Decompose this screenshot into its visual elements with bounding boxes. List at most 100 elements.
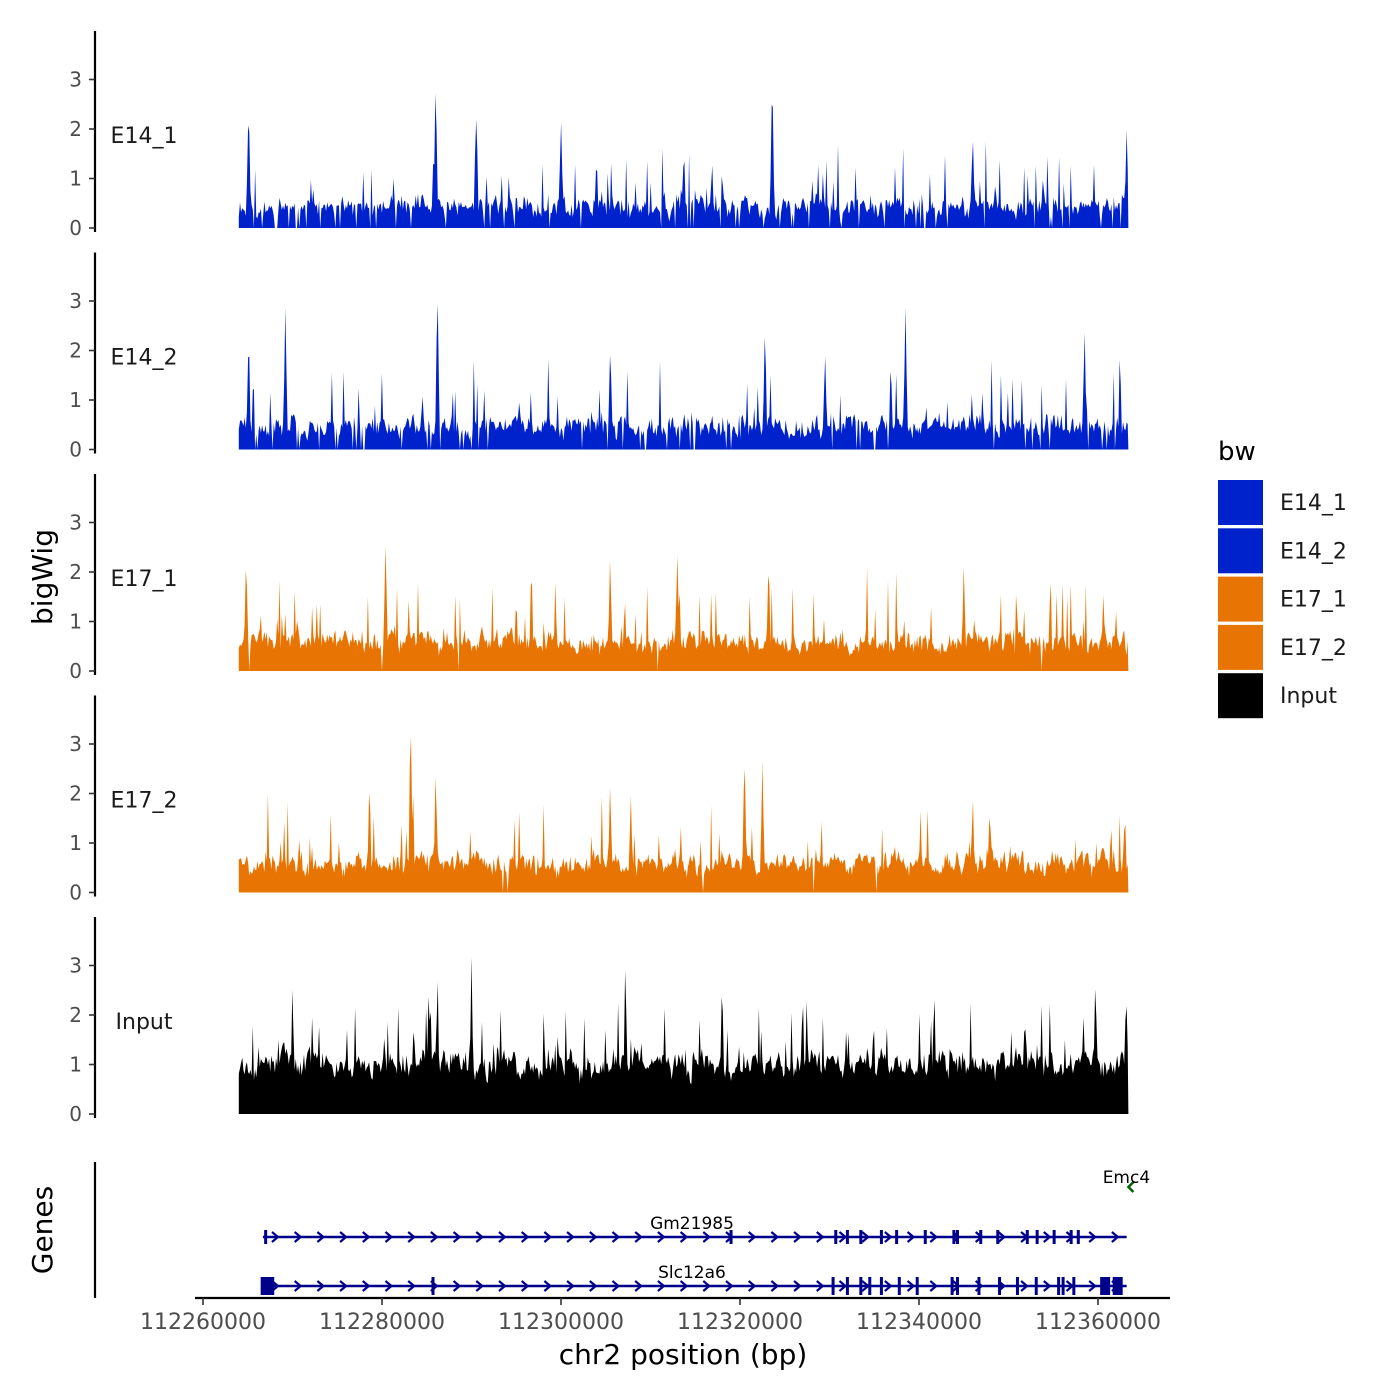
exon [979,1230,983,1244]
legend-swatch [1218,480,1263,525]
y-tick-label: 3 [69,289,82,313]
x-tick-label: 112300000 [498,1310,624,1335]
gene-label: Gm21985 [650,1214,734,1234]
strand-arrow [657,1231,666,1243]
x-tick-label: 112340000 [856,1310,982,1335]
strand-arrow [838,1231,848,1243]
strand-arrow [679,1280,689,1292]
y-tick-label: 0 [69,438,82,462]
legend-label: E14_2 [1280,539,1347,564]
strand-arrow [816,1231,825,1243]
strand-arrow [657,1280,666,1292]
strand-arrow [1126,1181,1135,1193]
exon [998,1277,1002,1295]
strand-arrow [589,1280,598,1292]
strand-arrow [1111,1231,1120,1243]
exon [868,1277,872,1295]
strand-arrow [997,1231,1007,1243]
signal-tracks: 0 1 2 3 E14_1 0 1 2 3 E14_2 0 1 2 3 E17_1 0 1 2 3 E17_2 0 1 2 3… [69,31,1129,1126]
strand-arrow [475,1280,484,1292]
strand-arrow [271,1231,280,1243]
y-tick-label: 3 [69,732,82,756]
x-tick-label: 112360000 [1035,1310,1161,1335]
y-tick-label: 1 [69,610,82,634]
exon [977,1277,981,1295]
strand-arrow [475,1231,484,1243]
strand-arrow [452,1231,462,1243]
strand-arrow [861,1280,870,1292]
exon [1100,1277,1111,1295]
y-tick-label: 3 [69,68,82,92]
x-tick-label: 112260000 [140,1310,266,1335]
y-tick-label: 2 [69,117,82,141]
strand-arrow [611,1231,621,1243]
strand-arrow [384,1231,394,1243]
exon [859,1277,863,1295]
strand-arrow [884,1231,893,1243]
legend-label: Input [1280,684,1337,709]
legend-label: E17_2 [1280,636,1347,661]
exon [915,1277,919,1295]
strand-arrow [407,1231,416,1243]
gene-gm21985: Gm21985 [262,1214,1127,1244]
y-tick-label: 0 [69,659,82,683]
strand-arrow [702,1280,711,1292]
y-axis-title: bigWig [26,529,59,625]
strand-arrow [543,1280,553,1292]
strand-arrow [725,1280,734,1292]
exon [1034,1277,1038,1295]
exon [729,1230,733,1244]
exon [1035,1230,1039,1244]
gene-label: Slc12a6 [658,1263,726,1283]
strand-arrow [293,1280,303,1292]
legend-swatch [1218,576,1263,622]
strand-arrow [1020,1280,1029,1292]
exon [952,1230,956,1244]
legend-swatch [1218,528,1263,574]
strand-arrow [452,1280,462,1292]
exon [264,1277,275,1295]
strand-arrow [929,1280,938,1292]
exon [897,1277,901,1295]
strand-arrow [430,1231,439,1243]
strand-arrow [498,1280,507,1292]
y-tick-label: 2 [69,782,82,806]
exon [431,1277,435,1295]
x-axis: 112260000 112280000 112300000 112320000 1123… [140,1296,1170,1335]
exon [879,1277,883,1295]
y-tick-label: 1 [69,831,82,855]
gene-emc4: Emc4 [1103,1168,1150,1193]
track-e17-2: 0 1 2 3 E17_2 [69,695,1129,905]
track-e17-1: 0 1 2 3 E17_1 [69,474,1129,683]
exon [1072,1277,1076,1295]
strand-arrow [384,1280,394,1292]
exon [895,1230,899,1244]
strand-arrow [906,1231,916,1243]
y-tick-label: 1 [69,167,82,191]
exon [845,1277,849,1295]
strand-arrow [520,1280,530,1292]
strand-arrow [339,1280,348,1292]
signal-area [238,956,1129,1114]
track-label: E14_1 [111,124,178,149]
strand-arrow [906,1280,916,1292]
track-e14-2: 0 1 2 3 E14_2 [69,252,1129,462]
strand-arrow [770,1231,780,1243]
strand-arrow [747,1231,757,1243]
exon [1015,1277,1019,1295]
y-tick-label: 0 [69,216,82,240]
strand-arrow [634,1231,643,1243]
legend-label: E17_1 [1280,588,1347,613]
exon [879,1230,883,1244]
strand-arrow [566,1231,575,1243]
legend: bw E14_1 E14_2 E17_1 E17_2 Input [1218,437,1347,719]
track-label: E14_2 [111,346,178,371]
exon [1112,1277,1123,1295]
exon [845,1230,849,1244]
strand-arrow [1043,1280,1052,1292]
y-tick-label: 1 [69,1053,82,1077]
x-tick-label: 112320000 [677,1310,803,1335]
gene-track: Gm21985 Slc12a6 Emc4 [93,1162,1150,1298]
strand-arrow [634,1280,643,1292]
